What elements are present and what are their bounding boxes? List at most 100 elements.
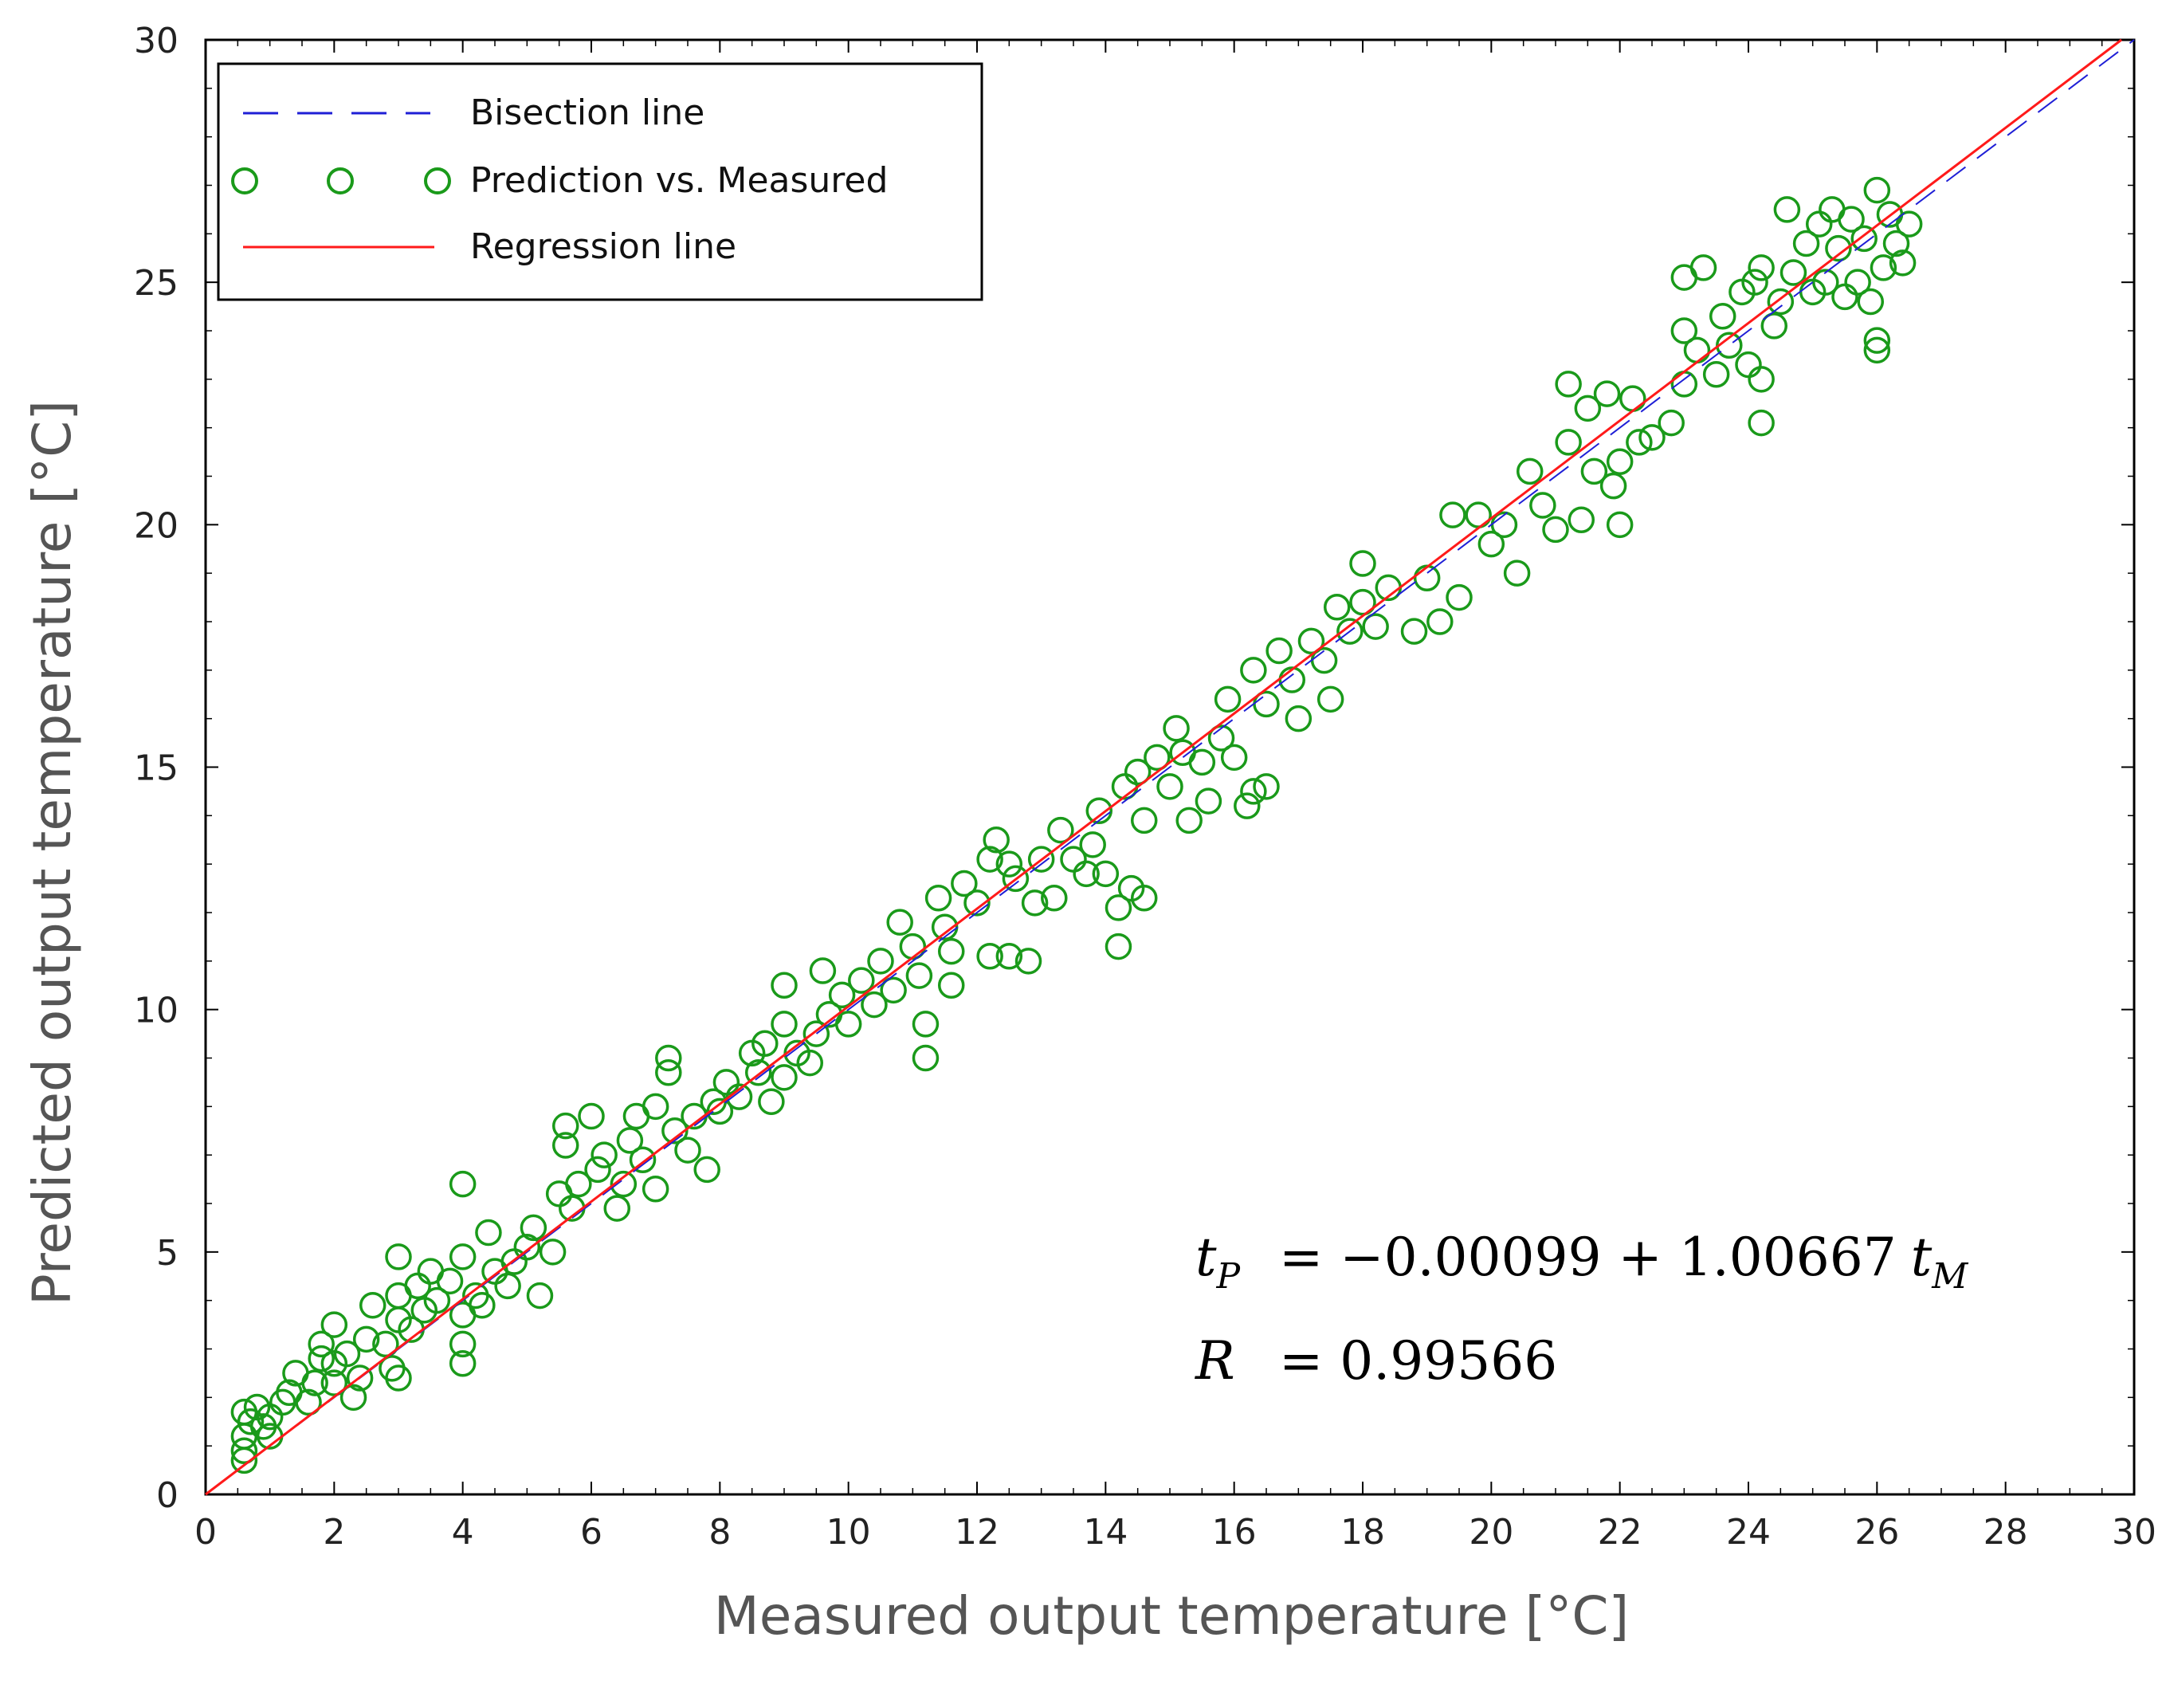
scatter-point bbox=[642, 1176, 669, 1203]
scatter-point bbox=[1285, 705, 1313, 732]
y-tick-label: 10 bbox=[134, 991, 179, 1031]
scatter-point bbox=[1503, 560, 1531, 587]
scatter-point bbox=[1265, 637, 1293, 665]
x-tick-label: 12 bbox=[955, 1512, 999, 1553]
scatter-point bbox=[494, 1272, 521, 1300]
scatter-point bbox=[924, 885, 952, 912]
scatter-point bbox=[308, 1330, 335, 1358]
scatter-point bbox=[1863, 336, 1891, 364]
scatter-point bbox=[551, 1132, 579, 1159]
scatter-point bbox=[655, 1059, 682, 1086]
scatter-point bbox=[346, 1364, 374, 1392]
scatter-point bbox=[539, 1239, 567, 1266]
scatter-point bbox=[1606, 511, 1634, 539]
scatter-point bbox=[1555, 371, 1582, 398]
scatter-point bbox=[551, 1112, 579, 1140]
scatter-point bbox=[725, 1083, 753, 1110]
scatter-point bbox=[1041, 885, 1068, 912]
major-ticks bbox=[205, 39, 2135, 1495]
y-tick-label: 15 bbox=[134, 748, 179, 789]
scatter-point bbox=[385, 1243, 412, 1270]
scatter-point bbox=[751, 1030, 779, 1057]
scatter-point bbox=[591, 1141, 618, 1168]
x-tick-label: 14 bbox=[1083, 1512, 1128, 1553]
scatter-point bbox=[674, 1137, 701, 1164]
scatter-point bbox=[1426, 608, 1454, 635]
scatter-point bbox=[352, 1325, 380, 1353]
scatter-point bbox=[1323, 594, 1351, 621]
scatter-point bbox=[1516, 457, 1544, 485]
x-tick-label: 10 bbox=[826, 1512, 871, 1553]
scatter-point bbox=[1156, 773, 1183, 800]
scatter-point bbox=[655, 1044, 682, 1072]
scatter-point bbox=[520, 1214, 547, 1242]
scatter-point bbox=[385, 1364, 412, 1392]
x-tick-label: 22 bbox=[1598, 1512, 1642, 1553]
scatter-points bbox=[230, 176, 1923, 1474]
scatter-point bbox=[1606, 448, 1634, 475]
scatter-point bbox=[1188, 748, 1216, 776]
scatter-point bbox=[1105, 933, 1132, 960]
scatter-point bbox=[301, 1369, 328, 1396]
scatter-point bbox=[1748, 409, 1775, 437]
scatter-point bbox=[1574, 395, 1602, 422]
correlation-equation: R = 0.99566 bbox=[1195, 1330, 1557, 1392]
scatter-point bbox=[880, 976, 907, 1004]
eq-tm-symbol: t bbox=[1911, 1227, 1933, 1288]
y-tick-label: 20 bbox=[134, 505, 179, 546]
scatter-point bbox=[295, 1388, 322, 1416]
scatter-point bbox=[526, 1282, 554, 1309]
scatter-point bbox=[937, 972, 965, 999]
equation-annotations: tP = −0.00099 + 1.00667 tM R = 0.99566 bbox=[1195, 1227, 1968, 1392]
scatter-point bbox=[475, 1219, 502, 1247]
legend-marker-icon bbox=[424, 167, 451, 194]
scatter-point bbox=[642, 1093, 669, 1121]
scatter-point bbox=[1850, 225, 1878, 253]
scatter-point bbox=[1670, 317, 1698, 344]
scatter-point bbox=[848, 967, 875, 994]
y-tick-labels: 0 5 10 15 20 25 30 bbox=[134, 21, 179, 1516]
scatter-point bbox=[796, 1049, 824, 1077]
scatter-point bbox=[1349, 588, 1376, 616]
scatter-point bbox=[1825, 234, 1852, 262]
eq-r-symbol: R bbox=[1195, 1330, 1235, 1392]
legend-regression-label: Regression line bbox=[470, 226, 736, 267]
scatter-point bbox=[1741, 269, 1768, 296]
scatter-point bbox=[320, 1311, 348, 1338]
scatter-point bbox=[629, 1146, 657, 1173]
scatter-point bbox=[771, 972, 798, 999]
scatter-point bbox=[828, 981, 856, 1009]
scatter-point bbox=[1175, 807, 1203, 834]
x-tick-label: 2 bbox=[323, 1512, 345, 1553]
scatter-point bbox=[230, 1398, 258, 1426]
scatter-point bbox=[861, 991, 888, 1019]
scatter-point bbox=[802, 1020, 830, 1047]
scatter-point bbox=[1105, 894, 1132, 921]
scatter-point bbox=[1638, 424, 1666, 451]
y-tick-label: 5 bbox=[156, 1233, 179, 1274]
scatter-point bbox=[1857, 288, 1885, 316]
scatter-point bbox=[706, 1097, 734, 1125]
scatter-point bbox=[1568, 506, 1595, 533]
scatter-point bbox=[995, 943, 1023, 970]
scatter-point bbox=[469, 1292, 496, 1319]
scatter-point bbox=[1779, 259, 1807, 286]
eq-rhs: = −0.00099 + 1.00667 bbox=[1279, 1227, 1897, 1288]
x-tick-label: 30 bbox=[2112, 1512, 2156, 1553]
scatter-point bbox=[1870, 254, 1897, 281]
scatter-point bbox=[1253, 773, 1280, 800]
scatter-point bbox=[983, 827, 1010, 854]
scatter-point bbox=[1362, 613, 1389, 640]
scatter-point bbox=[1748, 366, 1775, 393]
legend-box bbox=[217, 62, 983, 301]
x-axis-title: Measured output temperature [°C] bbox=[714, 1585, 1629, 1647]
y-tick-label: 30 bbox=[134, 21, 179, 61]
scatter-point bbox=[1163, 715, 1190, 742]
scatter-point bbox=[616, 1127, 644, 1154]
scatter-point bbox=[1626, 429, 1653, 456]
scatter-point bbox=[995, 850, 1023, 878]
scatter-point bbox=[1702, 361, 1730, 388]
scatter-point bbox=[1073, 860, 1100, 888]
eq-r-value: = 0.99566 bbox=[1279, 1330, 1557, 1392]
scatter-point bbox=[1838, 206, 1865, 233]
